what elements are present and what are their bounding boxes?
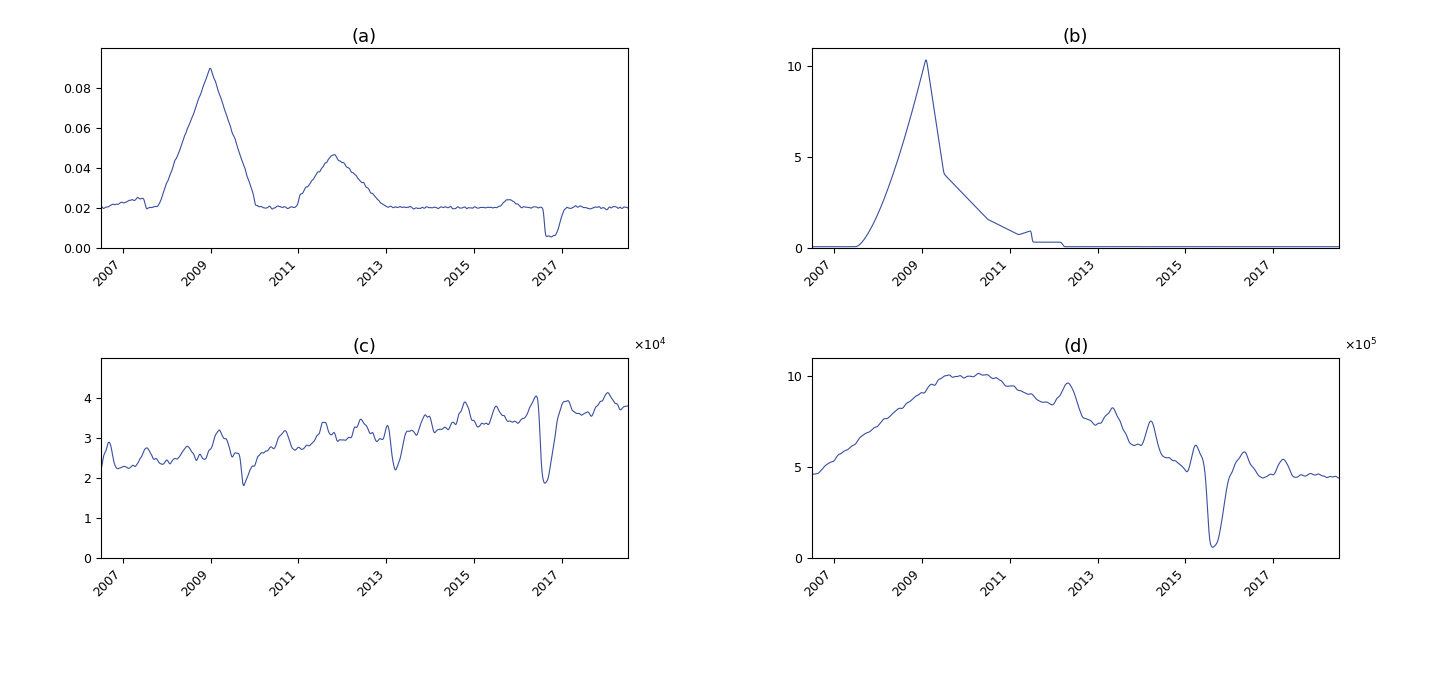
Text: $\times10^4$: $\times10^4$ (634, 337, 667, 354)
Title: (a): (a) (351, 28, 377, 46)
Title: (c): (c) (353, 338, 376, 356)
Title: (d): (d) (1063, 338, 1089, 356)
Text: $\times10^5$: $\times10^5$ (1345, 337, 1378, 354)
Title: (b): (b) (1063, 28, 1089, 46)
